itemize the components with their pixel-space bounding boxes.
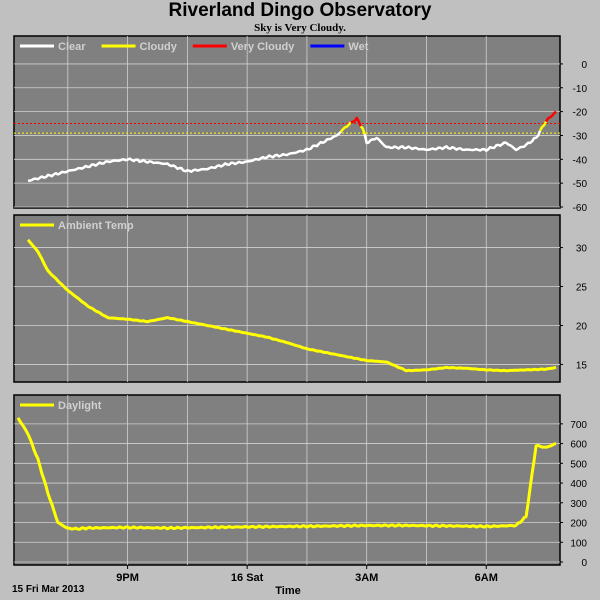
y-tick-label: 300: [570, 499, 587, 510]
x-tick-label: 9PM: [116, 572, 139, 584]
series-line-ambient-temp: [26, 238, 557, 373]
y-tick-label: 0: [581, 60, 587, 71]
x-axis-label: Time: [275, 585, 300, 597]
y-tick-label: -50: [573, 179, 588, 190]
series-line-daylight: [16, 417, 557, 531]
x-tick-label: 16 Sat: [231, 572, 264, 584]
y-tick-label: 200: [570, 519, 587, 530]
legend-label: Cloudy: [140, 41, 178, 53]
legend-label: Very Cloudy: [231, 41, 295, 53]
y-tick-label: 400: [570, 479, 587, 490]
series-line-sky-temp: [359, 125, 366, 135]
panel-frame: [13, 214, 561, 383]
y-tick-label: 700: [570, 420, 587, 431]
series-line-sky-temp: [363, 130, 542, 153]
series-line-sky-temp: [544, 110, 557, 123]
y-tick-label: -10: [573, 84, 588, 95]
y-tick-label: 20: [576, 321, 588, 332]
legend-label: Clear: [58, 41, 86, 53]
y-tick-label: 15: [576, 360, 588, 371]
date-label: 15 Fri Mar 2013: [12, 584, 85, 595]
series-line-sky-temp: [539, 121, 548, 132]
y-tick-label: -30: [573, 131, 588, 142]
y-tick-label: 0: [581, 558, 587, 569]
y-tick-label: 600: [570, 440, 587, 451]
series-line-sky-temp: [339, 121, 352, 133]
sky-status: Sky is Very Cloudy.: [254, 22, 346, 34]
page-title: Riverland Dingo Observatory: [168, 0, 432, 21]
legend-label: Daylight: [58, 400, 102, 412]
panel-frame: [13, 394, 561, 566]
y-tick-label: 100: [570, 538, 587, 549]
y-tick-label: 500: [570, 459, 587, 470]
panel-frame: [13, 35, 561, 209]
y-tick-label: 30: [576, 244, 588, 255]
y-tick-label: -20: [573, 108, 588, 119]
series-line-sky-temp: [27, 130, 342, 183]
y-tick-label: -40: [573, 155, 588, 166]
series-line-sky-temp: [350, 116, 362, 127]
legend-label: Wet: [348, 41, 368, 53]
legend-label: Ambient Temp: [58, 220, 134, 232]
y-tick-label: -60: [573, 203, 588, 214]
x-tick-label: 6AM: [475, 572, 498, 584]
x-tick-label: 3AM: [355, 572, 378, 584]
y-tick-label: 25: [576, 283, 588, 294]
